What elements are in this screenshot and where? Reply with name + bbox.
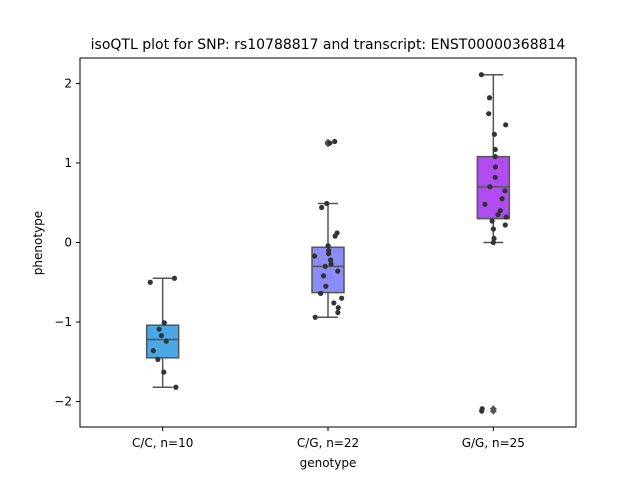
data-point bbox=[311, 253, 318, 259]
data-point bbox=[158, 332, 164, 339]
data-point bbox=[312, 314, 318, 320]
y-axis-label: phenotype bbox=[31, 211, 45, 275]
data-point bbox=[324, 200, 330, 207]
x-tick-label: C/C, n=10 bbox=[132, 436, 193, 450]
x-axis: C/C, n=10 C/G, n=22 G/G, n=25 bbox=[132, 427, 525, 450]
data-point bbox=[327, 140, 333, 146]
data-point bbox=[320, 273, 327, 279]
data-point bbox=[499, 196, 505, 202]
y-axis: 2 1 0 −1 −2 bbox=[54, 76, 80, 409]
data-point bbox=[173, 384, 179, 390]
data-point bbox=[332, 138, 338, 145]
box-iqr bbox=[145, 324, 180, 359]
data-point bbox=[503, 214, 509, 220]
data-point bbox=[482, 201, 488, 207]
data-point bbox=[325, 243, 331, 249]
data-point bbox=[323, 283, 329, 289]
x-tick-label: G/G, n=25 bbox=[462, 436, 525, 450]
data-point bbox=[492, 154, 498, 160]
data-point bbox=[486, 95, 493, 101]
x-axis-label: genotype bbox=[300, 456, 357, 470]
data-point bbox=[339, 295, 345, 301]
data-point bbox=[161, 369, 167, 375]
data-point bbox=[328, 261, 334, 267]
data-point bbox=[486, 111, 492, 117]
y-tick-label: −2 bbox=[54, 395, 72, 409]
data-point bbox=[171, 275, 178, 281]
data-point bbox=[156, 326, 162, 332]
data-point bbox=[335, 268, 341, 274]
data-point bbox=[495, 212, 501, 218]
data-point bbox=[163, 338, 169, 344]
data-point bbox=[147, 279, 153, 285]
x-tick-label: C/G, n=22 bbox=[297, 436, 359, 450]
data-point bbox=[335, 305, 341, 311]
y-tick-label: 2 bbox=[64, 76, 72, 90]
data-point bbox=[487, 184, 493, 190]
data-point bbox=[326, 251, 332, 257]
data-point bbox=[503, 122, 509, 128]
data-point bbox=[335, 309, 341, 316]
data-point bbox=[492, 174, 498, 180]
plot-area bbox=[145, 72, 511, 415]
data-point bbox=[319, 204, 325, 211]
data-point bbox=[318, 290, 324, 296]
data-point bbox=[490, 226, 496, 232]
data-point bbox=[322, 263, 328, 269]
data-point bbox=[332, 233, 338, 239]
y-tick-label: 1 bbox=[64, 156, 72, 170]
data-point bbox=[327, 257, 334, 263]
data-point bbox=[492, 146, 498, 153]
data-point bbox=[491, 131, 497, 137]
data-point bbox=[497, 208, 503, 214]
chart-title: isoQTL plot for SNP: rs10788817 and tran… bbox=[91, 37, 566, 53]
outlier-marker bbox=[489, 407, 497, 415]
data-point bbox=[489, 218, 495, 224]
y-tick-label: 0 bbox=[64, 236, 72, 250]
box-group bbox=[311, 138, 345, 319]
data-point bbox=[502, 188, 508, 194]
data-point bbox=[491, 235, 497, 242]
data-point bbox=[161, 320, 167, 326]
data-point bbox=[331, 300, 337, 306]
y-tick-label: −1 bbox=[54, 315, 72, 329]
data-point bbox=[479, 408, 485, 414]
data-point bbox=[150, 348, 156, 354]
data-point bbox=[502, 222, 508, 228]
data-point bbox=[490, 239, 496, 246]
data-point bbox=[155, 356, 161, 363]
data-point bbox=[492, 164, 499, 170]
data-point bbox=[478, 72, 485, 78]
